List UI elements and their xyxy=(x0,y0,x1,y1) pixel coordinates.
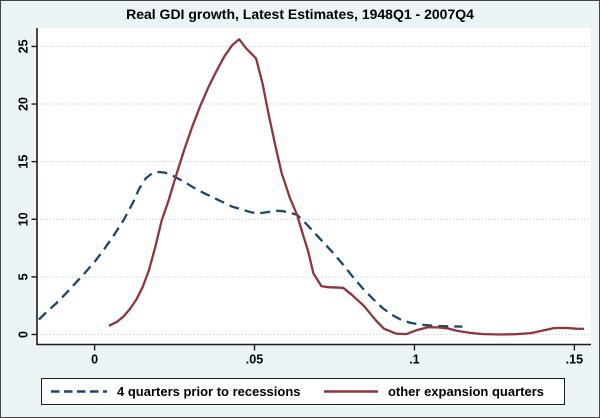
y-tick-label: 20 xyxy=(16,97,30,111)
y-tick-label: 10 xyxy=(16,212,30,226)
dashed-line-sample xyxy=(51,390,107,393)
x-tick-label: .05 xyxy=(246,353,263,367)
legend: 4 quarters prior to recessions other exp… xyxy=(41,378,565,405)
y-tick-label: 25 xyxy=(16,39,30,53)
x-tick-label: .15 xyxy=(566,353,583,367)
legend-label-expansion: other expansion quarters xyxy=(387,384,544,399)
chart-title: Real GDI growth, Latest Estimates, 1948Q… xyxy=(126,6,474,22)
y-tick-label: 0 xyxy=(16,331,30,338)
plot-area xyxy=(37,28,591,345)
legend-label-recessions: 4 quarters prior to recessions xyxy=(117,384,301,399)
solid-line-sample xyxy=(323,390,378,393)
y-tick-label: 5 xyxy=(16,273,30,280)
legend-item-recessions: 4 quarters prior to recessions xyxy=(50,384,301,399)
axes xyxy=(36,28,591,346)
x-tick-label: 0 xyxy=(91,353,98,367)
series-line-1 xyxy=(108,38,585,336)
x-tick-label: .1 xyxy=(409,353,419,367)
y-tick-label: 15 xyxy=(16,155,30,169)
legend-item-expansion: other expansion quarters xyxy=(323,384,544,399)
